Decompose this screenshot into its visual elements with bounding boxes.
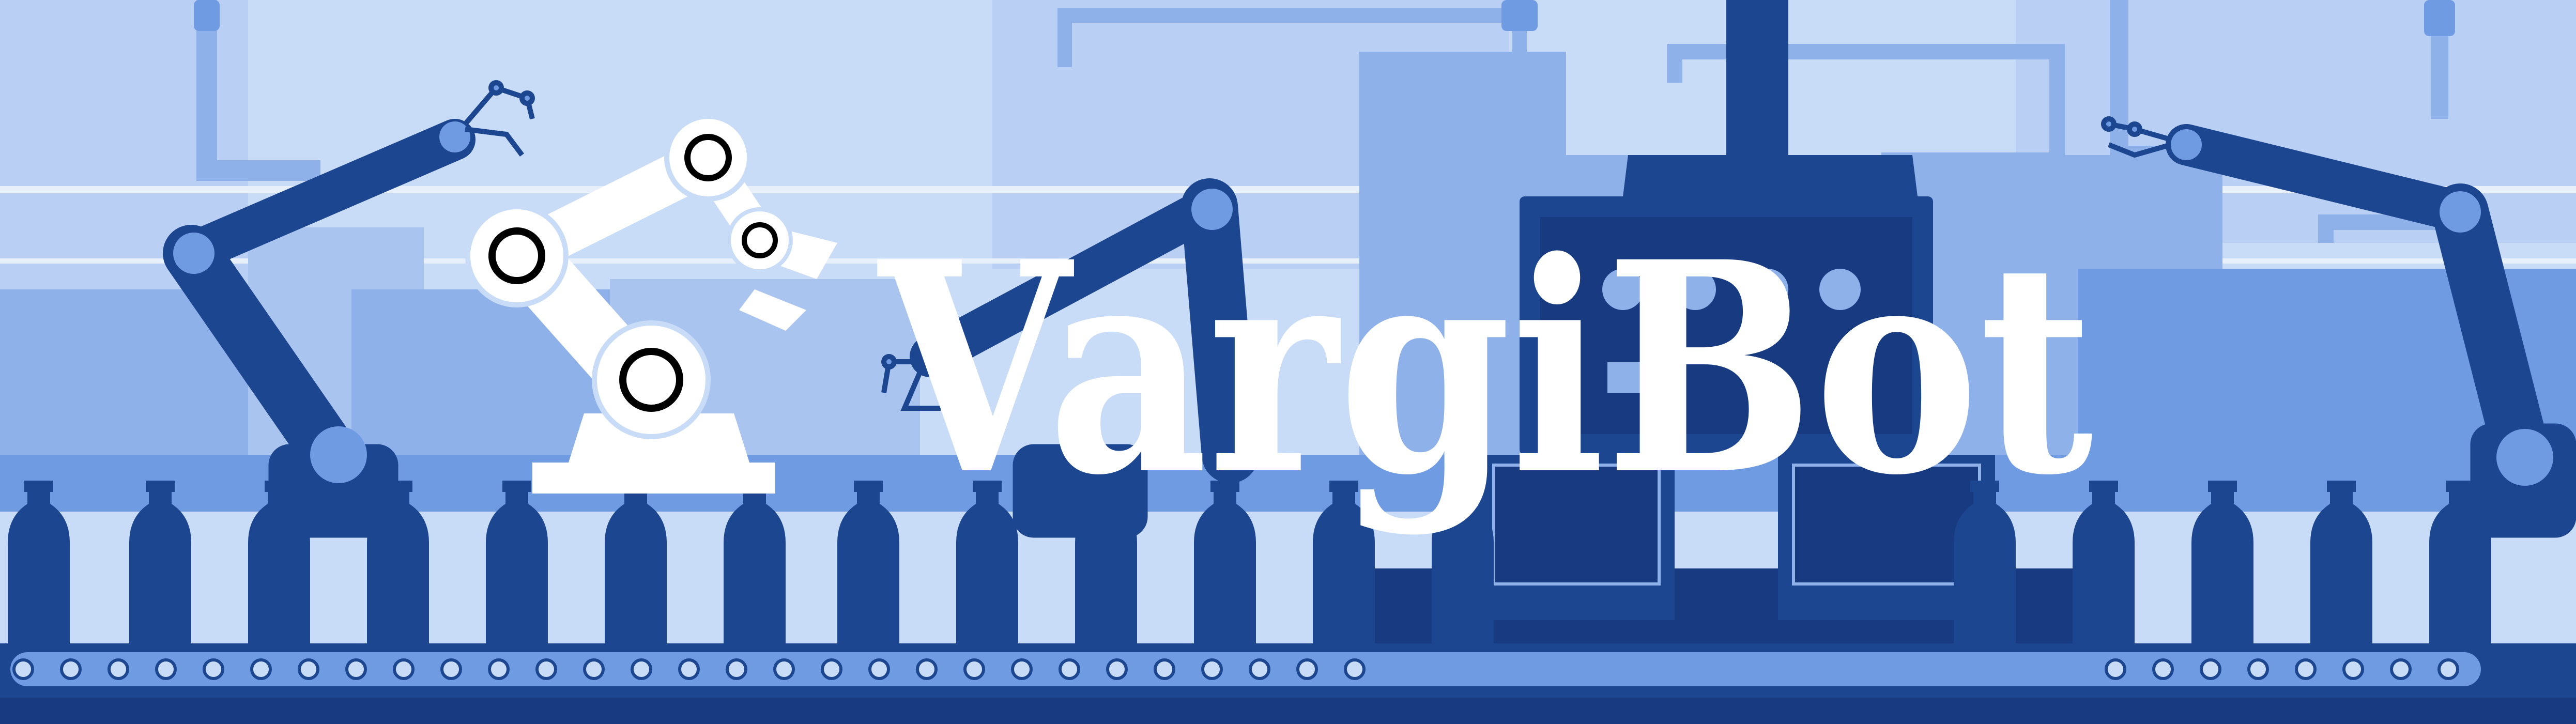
roller bbox=[773, 658, 795, 680]
control-panel bbox=[1602, 269, 1861, 393]
bottle-icon bbox=[1194, 481, 1256, 646]
roller bbox=[631, 658, 652, 680]
roller bbox=[583, 658, 605, 680]
roller bbox=[2105, 658, 2126, 680]
roller bbox=[2437, 658, 2459, 680]
roller bbox=[916, 658, 938, 680]
roller bbox=[12, 658, 34, 680]
bottle-icon bbox=[8, 481, 70, 646]
bottle-icon bbox=[956, 481, 1018, 646]
bottle-icon bbox=[837, 481, 899, 646]
roller bbox=[298, 658, 319, 680]
roller bbox=[2152, 658, 2174, 680]
bottle-row bbox=[8, 481, 2491, 646]
gripper-icon bbox=[2101, 116, 2172, 158]
roller bbox=[678, 658, 700, 680]
bottle-icon bbox=[129, 481, 191, 646]
roller bbox=[2200, 658, 2221, 680]
roller bbox=[250, 658, 272, 680]
roller bbox=[440, 658, 462, 680]
conveyor-belt bbox=[0, 643, 2576, 724]
roller bbox=[868, 658, 890, 680]
roller bbox=[1344, 658, 1366, 680]
bottle-icon bbox=[367, 481, 429, 646]
roller bbox=[1201, 658, 1223, 680]
roller bbox=[488, 658, 510, 680]
gripper-icon bbox=[881, 354, 941, 411]
roller bbox=[1011, 658, 1033, 680]
roller bbox=[345, 658, 367, 680]
bottle-icon bbox=[2191, 481, 2253, 646]
left-robot-arm bbox=[163, 80, 535, 538]
roller bbox=[2342, 658, 2364, 680]
bottle-icon bbox=[2429, 481, 2491, 646]
bottle-icon bbox=[1432, 481, 1494, 646]
roller bbox=[821, 658, 842, 680]
bottle-icon bbox=[1075, 481, 1137, 646]
roller bbox=[1296, 658, 1318, 680]
bottle-icon bbox=[486, 481, 548, 646]
roller bbox=[2247, 658, 2269, 680]
gripper-icon bbox=[463, 80, 535, 157]
conveyor-rollers bbox=[12, 658, 2459, 680]
bottle-icon bbox=[2310, 481, 2372, 646]
robot-arm-icon bbox=[465, 114, 837, 494]
roller bbox=[963, 658, 985, 680]
roller bbox=[535, 658, 557, 680]
roller bbox=[1249, 658, 1270, 680]
roller bbox=[60, 658, 82, 680]
roller bbox=[155, 658, 177, 680]
right-robot-arm bbox=[2101, 116, 2576, 538]
roller bbox=[726, 658, 747, 680]
bottle-icon bbox=[1954, 481, 2016, 646]
bottle-icon bbox=[248, 481, 310, 646]
bottle-icon bbox=[1313, 481, 1375, 646]
roller bbox=[203, 658, 224, 680]
roller bbox=[393, 658, 415, 680]
roller bbox=[1154, 658, 1175, 680]
roller bbox=[2390, 658, 2412, 680]
roller bbox=[1059, 658, 1080, 680]
bottle-icon bbox=[2073, 481, 2135, 646]
roller bbox=[108, 658, 129, 680]
roller bbox=[1106, 658, 1128, 680]
roller bbox=[2295, 658, 2317, 680]
banner-title: VargiBot bbox=[875, 199, 2095, 539]
